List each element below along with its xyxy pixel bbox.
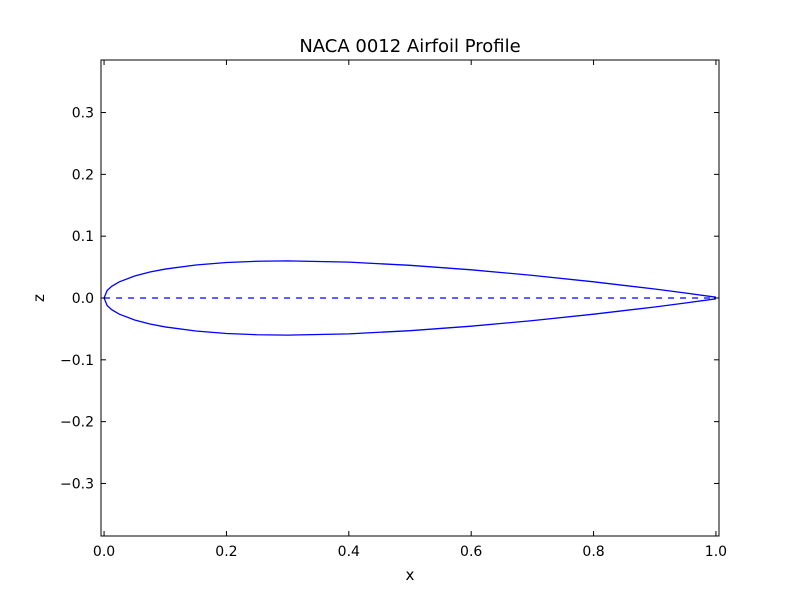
chart-title: NACA 0012 Airfoil Profile <box>299 36 520 57</box>
x-tick-label: 0.4 <box>338 544 360 560</box>
x-tick-label: 0.8 <box>582 544 604 560</box>
plot-area <box>103 260 717 336</box>
y-tick-label: −0.3 <box>60 476 94 492</box>
y-axis-label: z <box>30 294 48 302</box>
x-axis-ticks: 0.0 0.2 0.4 0.6 0.8 1.0 <box>93 60 727 560</box>
x-tick-label: 0.2 <box>215 544 237 560</box>
y-tick-label: 0.1 <box>72 229 94 245</box>
y-tick-label: 0.0 <box>72 291 94 307</box>
x-axis-label: x <box>406 566 415 584</box>
y-tick-label: 0.3 <box>72 106 94 122</box>
y-tick-label: 0.2 <box>72 167 94 183</box>
x-tick-label: 0.6 <box>460 544 482 560</box>
y-tick-label: −0.2 <box>60 415 94 431</box>
x-tick-label: 0.0 <box>93 544 115 560</box>
y-tick-label: −0.1 <box>60 353 94 369</box>
axes-frame <box>100 59 720 537</box>
x-tick-label: 1.0 <box>705 544 727 560</box>
y-axis-ticks: −0.3 −0.2 −0.1 0.0 0.1 0.2 0.3 <box>60 106 719 492</box>
